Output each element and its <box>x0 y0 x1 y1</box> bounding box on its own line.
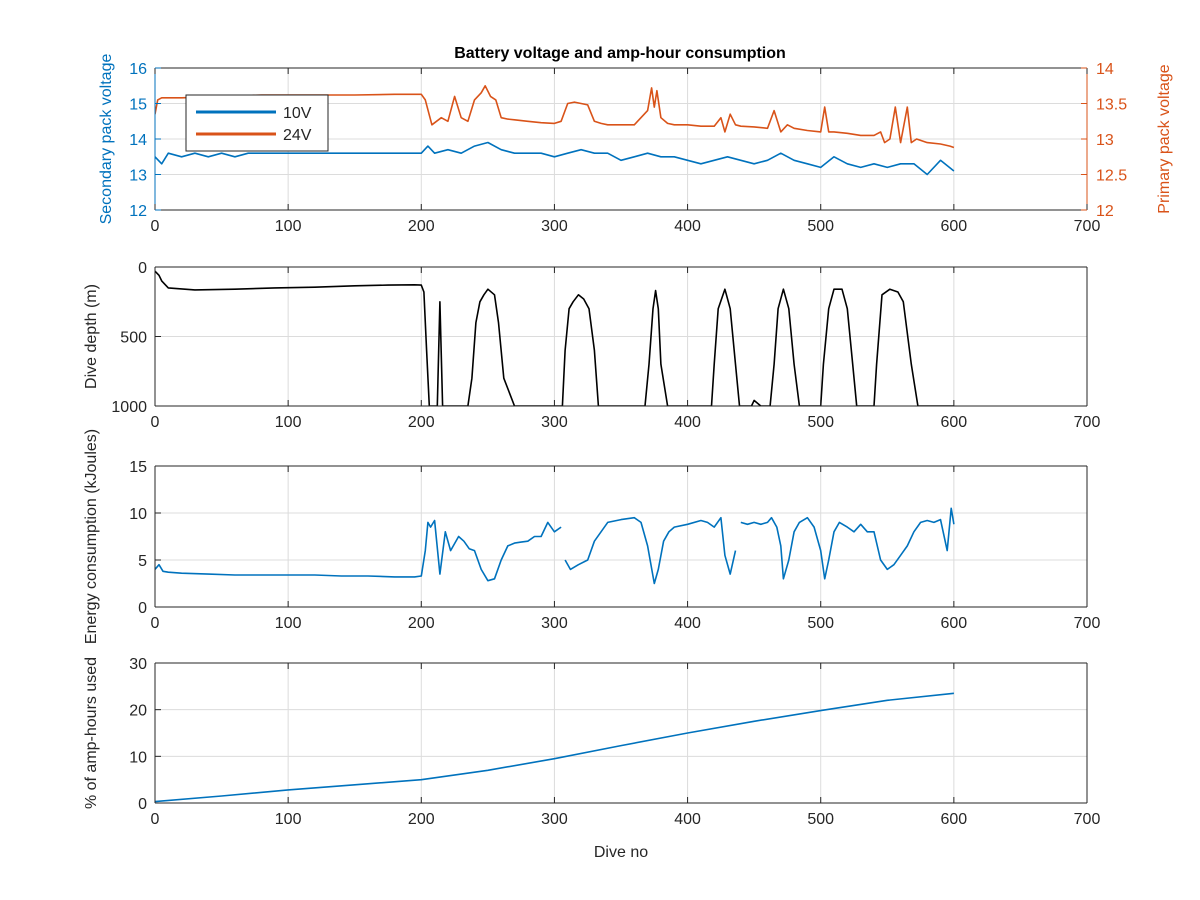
y-tick-label: 10 <box>129 749 147 766</box>
x-tick-label: 200 <box>408 414 435 431</box>
axes-2: 0 100 200 300 400 500 600 700 0 500 1000 Dive depth… <box>83 260 1100 431</box>
figure-title: Battery voltage and amp-hour consumption <box>454 45 786 62</box>
x-tick-label: 700 <box>1074 811 1101 828</box>
y-tick-label: 16 <box>129 61 147 78</box>
series-line-10v <box>155 141 955 176</box>
series-line-24v <box>155 85 955 149</box>
series-line-4-1 <box>155 692 954 803</box>
y-axis-label: Energy consumption (kJoules) <box>83 429 100 644</box>
x-tick-label: 200 <box>408 615 435 632</box>
series-group <box>155 270 954 406</box>
legend-label: 10V <box>283 105 312 122</box>
x-tick-label: 200 <box>408 811 435 828</box>
x-tick-label: 200 <box>408 218 435 235</box>
y-tick-label: 0 <box>138 600 147 617</box>
y-tick-label: 20 <box>129 703 147 720</box>
x-tick-label: 400 <box>674 414 701 431</box>
x-tick-label: 400 <box>674 811 701 828</box>
x-tick-label: 400 <box>674 615 701 632</box>
legend-box <box>185 94 329 152</box>
y-tick-label: 13 <box>129 168 147 185</box>
x-tick-label: 700 <box>1074 414 1101 431</box>
y-tick-label: 15 <box>129 97 147 114</box>
y-tick-label: 14 <box>129 132 147 149</box>
x-tick-label: 700 <box>1074 218 1101 235</box>
y-tick-label: 500 <box>120 330 147 347</box>
x-tick-label: 300 <box>541 615 568 632</box>
series-group <box>155 507 955 585</box>
y-axis-label: Secondary pack voltage <box>98 54 115 225</box>
series-line-3-1 <box>155 519 562 582</box>
x-tick-label: 500 <box>807 811 834 828</box>
y-axis-label: % of amp-hours used <box>83 657 100 809</box>
series-group <box>155 692 954 803</box>
y-right-tick-label: 12.5 <box>1096 168 1127 185</box>
x-axis-label: Dive no <box>594 844 648 861</box>
x-tick-label: 600 <box>941 811 968 828</box>
y-tick-label: 0 <box>138 260 147 277</box>
x-tick-label: 400 <box>674 218 701 235</box>
y-tick-label: 15 <box>129 459 147 476</box>
series-line-3-1 <box>740 507 955 580</box>
x-tick-label: 300 <box>541 811 568 828</box>
y-tick-label: 1000 <box>111 399 147 416</box>
y-tick-label: 5 <box>138 553 147 570</box>
x-tick-label: 500 <box>807 218 834 235</box>
x-tick-label: 600 <box>941 414 968 431</box>
y-tick-label: 12 <box>129 203 147 220</box>
y-right-axis-label: Primary pack voltage <box>1156 64 1173 213</box>
x-tick-label: 0 <box>151 615 160 632</box>
x-tick-label: 100 <box>275 414 302 431</box>
x-tick-label: 500 <box>807 615 834 632</box>
x-tick-label: 0 <box>151 811 160 828</box>
y-tick-label: 10 <box>129 506 147 523</box>
x-tick-label: 500 <box>807 414 834 431</box>
axes-1: 0 100 200 300 400 500 600 70012131415161212.513… <box>98 54 1173 235</box>
x-tick-label: 0 <box>151 414 160 431</box>
y-right-tick-label: 13.5 <box>1096 97 1127 114</box>
y-tick-label: 0 <box>138 796 147 813</box>
y-axis-label: Dive depth (m) <box>83 284 100 389</box>
y-right-tick-label: 14 <box>1096 61 1114 78</box>
y-tick-label: 30 <box>129 656 147 673</box>
x-tick-label: 300 <box>541 218 568 235</box>
plots: 0 100 200 300 400 500 600 70012131415161212.513… <box>83 54 1173 861</box>
x-tick-label: 600 <box>941 218 968 235</box>
x-tick-label: 600 <box>941 615 968 632</box>
series-line-2-1 <box>155 270 954 406</box>
x-tick-label: 100 <box>275 615 302 632</box>
x-tick-label: 300 <box>541 414 568 431</box>
y-right-tick-label: 13 <box>1096 132 1114 149</box>
x-tick-label: 700 <box>1074 615 1101 632</box>
series-line-3-1 <box>564 516 737 585</box>
x-tick-label: 0 <box>151 218 160 235</box>
axes-3: 0 100 200 300 400 500 600 700 0 5 10 15 Energy consu… <box>83 429 1100 644</box>
y-right-tick-label: 12 <box>1096 203 1114 220</box>
legend-label: 24V <box>283 127 312 144</box>
axes-4: 0 100 200 300 400 500 600 700 0 10 20 30 % of amp-ho… <box>83 656 1100 861</box>
x-tick-label: 100 <box>275 811 302 828</box>
series-group <box>155 85 955 176</box>
x-tick-label: 100 <box>275 218 302 235</box>
